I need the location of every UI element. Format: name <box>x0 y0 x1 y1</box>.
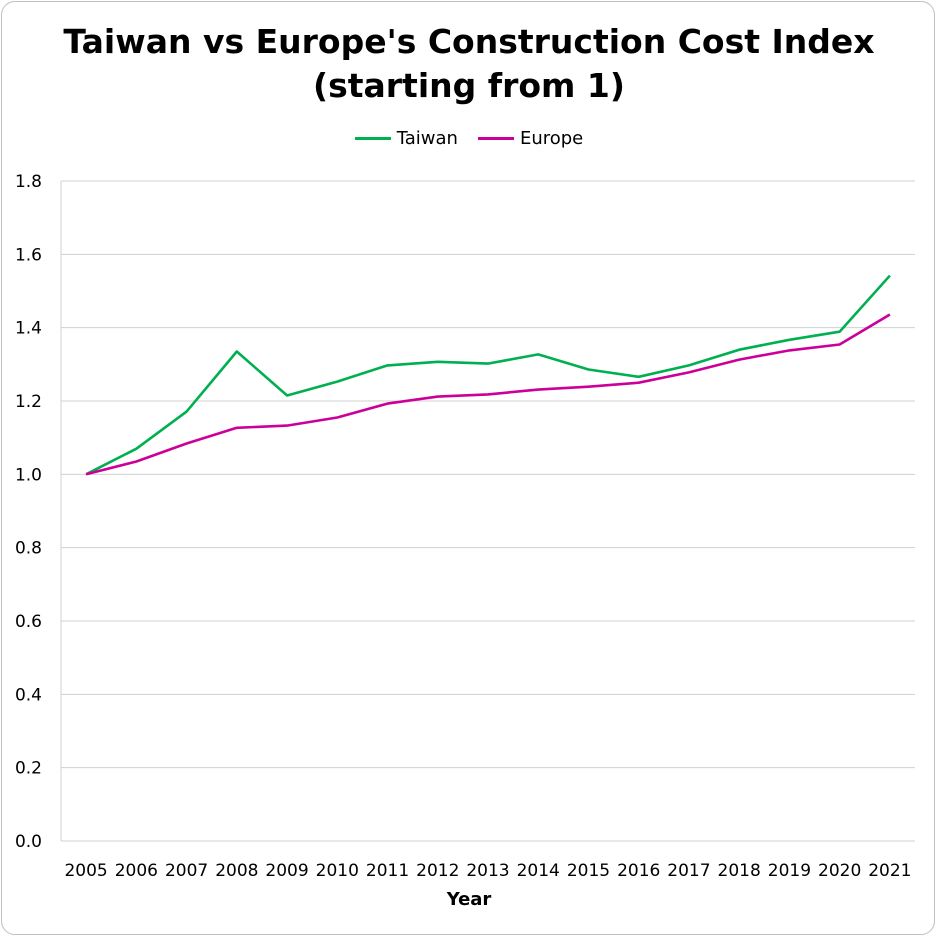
y-tick-label: 0.8 <box>15 539 42 559</box>
y-tick-label: 0.4 <box>15 685 42 705</box>
legend-item-europe: Europe <box>477 128 584 149</box>
legend-item-taiwan: Taiwan <box>354 128 458 149</box>
series-line-taiwan <box>85 274 891 476</box>
chart-title-line1: Taiwan vs Europe's Construction Cost Ind… <box>63 22 875 61</box>
legend: Taiwan Europe <box>0 128 938 149</box>
legend-swatch-taiwan <box>354 137 391 140</box>
x-tick-label: 2019 <box>768 861 811 881</box>
x-tick-label: 2005 <box>64 861 107 881</box>
x-tick-label: 2011 <box>366 861 409 881</box>
y-tick-label: 1.6 <box>15 245 42 265</box>
y-tick-label: 0.0 <box>15 832 42 852</box>
series-line-europe <box>85 313 891 476</box>
x-tick-label: 2010 <box>316 861 359 881</box>
y-tick-label: 0.6 <box>15 612 42 632</box>
x-axis-title: Year <box>446 889 492 910</box>
x-tick-label: 2008 <box>215 861 258 881</box>
legend-label-taiwan: Taiwan <box>396 128 458 149</box>
y-tick-label: 1.4 <box>15 319 42 339</box>
x-tick-label: 2006 <box>115 861 158 881</box>
y-tick-label: 1.0 <box>15 465 42 485</box>
x-tick-label: 2021 <box>868 861 911 881</box>
legend-swatch-europe <box>477 137 514 140</box>
y-tick-label: 1.8 <box>15 172 42 192</box>
chart-title-line2: (starting from 1) <box>313 66 625 105</box>
x-tick-label: 2014 <box>517 861 560 881</box>
x-tick-label: 2015 <box>567 861 610 881</box>
y-tick-label: 0.2 <box>15 759 42 779</box>
x-tick-label: 2016 <box>617 861 660 881</box>
x-tick-label: 2013 <box>466 861 509 881</box>
chart-title: Taiwan vs Europe's Construction Cost Ind… <box>0 20 938 108</box>
y-tick-label: 1.2 <box>15 392 42 412</box>
x-tick-label: 2009 <box>265 861 308 881</box>
legend-label-europe: Europe <box>519 128 584 149</box>
x-tick-label: 2018 <box>718 861 761 881</box>
x-tick-label: 2012 <box>416 861 459 881</box>
x-tick-label: 2007 <box>165 861 208 881</box>
x-tick-label: 2020 <box>818 861 861 881</box>
x-tick-label: 2017 <box>667 861 710 881</box>
